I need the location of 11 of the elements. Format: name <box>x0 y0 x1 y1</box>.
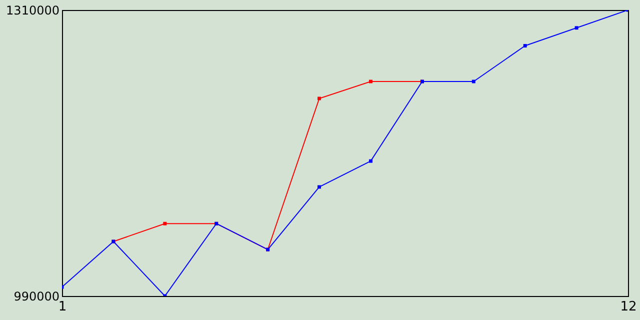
point <box>163 222 167 226</box>
line-series <box>62 10 628 296</box>
point <box>523 44 527 48</box>
y-tick-label: 1310000 <box>6 4 60 18</box>
y-tick-label: 990000 <box>14 290 60 304</box>
point <box>574 26 578 30</box>
point <box>318 96 322 100</box>
point <box>368 159 372 163</box>
x-tick-label: 1 <box>58 300 67 314</box>
x-tick-label: 12 <box>620 300 637 314</box>
point <box>318 185 322 189</box>
